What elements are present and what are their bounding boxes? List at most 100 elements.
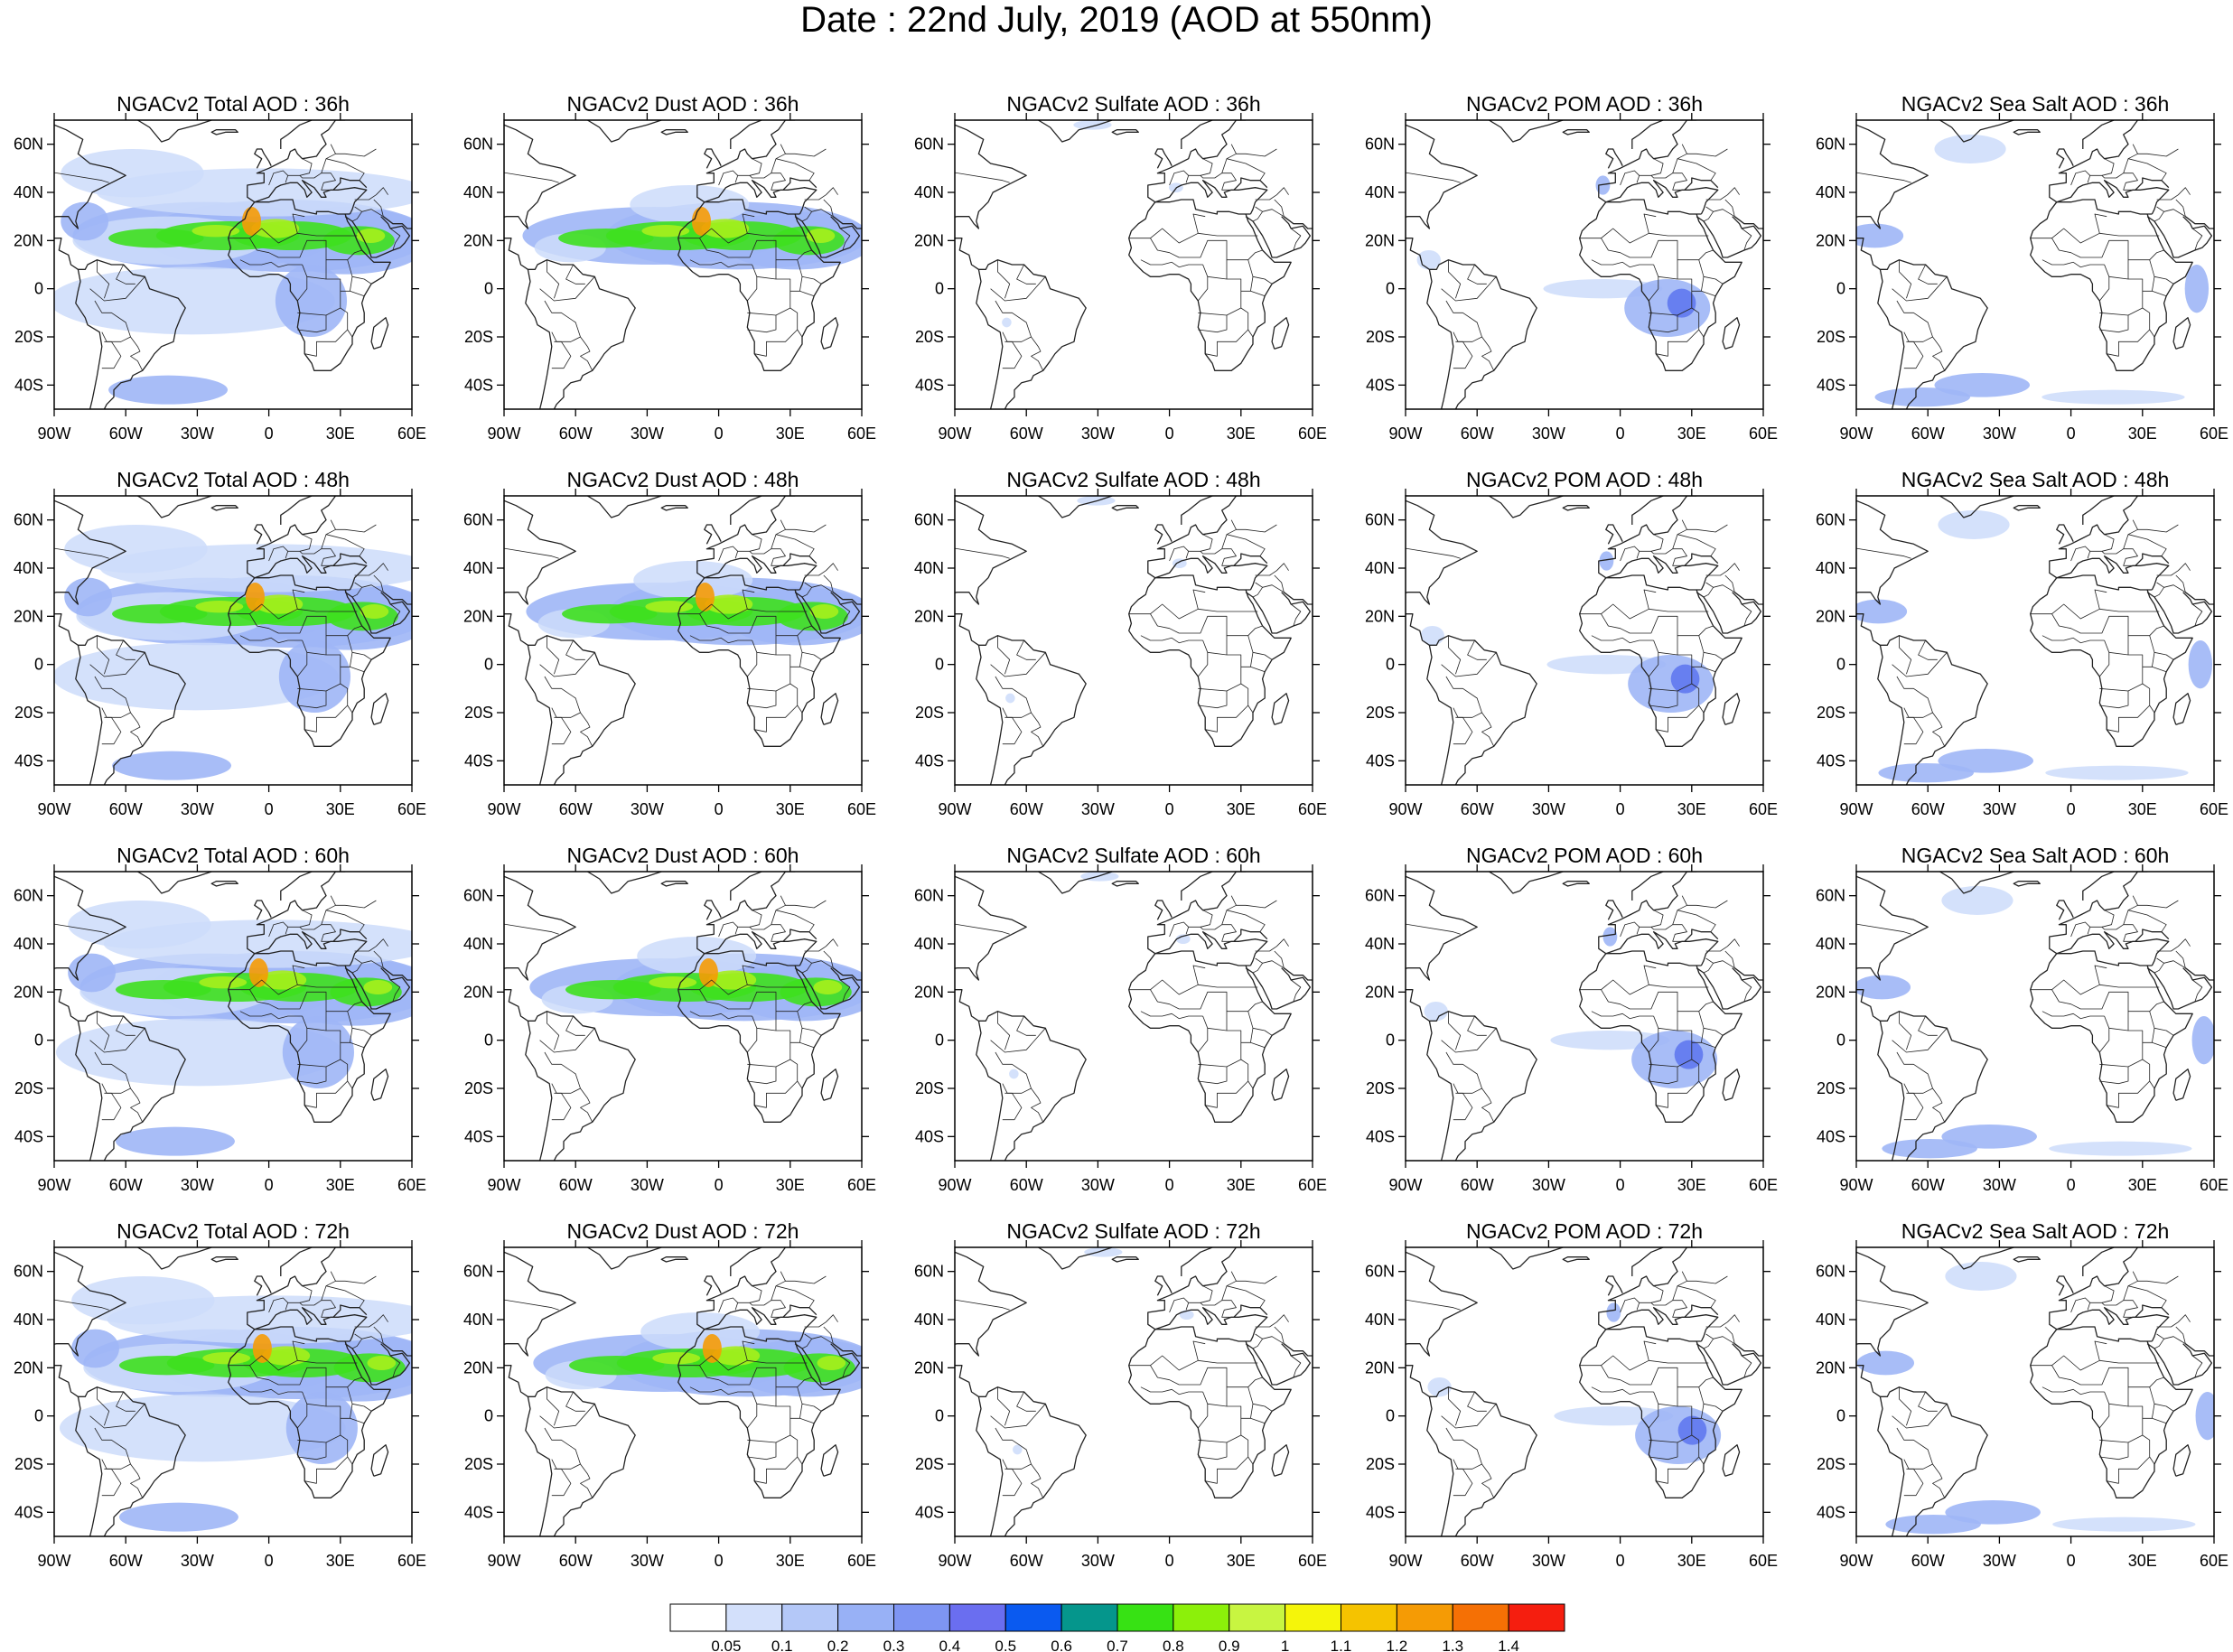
coastline xyxy=(1722,317,1741,350)
lat-tick-label: 40S xyxy=(464,751,493,770)
lon-tick-label: 0 xyxy=(2067,1176,2076,1194)
lon-tick-label: 0 xyxy=(715,800,724,818)
country-border xyxy=(955,923,1010,935)
lon-tick-label: 30E xyxy=(326,425,355,443)
country-border xyxy=(354,938,388,952)
country-border xyxy=(677,238,803,277)
country-border xyxy=(1247,329,1254,338)
country-border xyxy=(1150,1355,1258,1371)
map-layers xyxy=(1406,120,1763,409)
coastline xyxy=(1406,499,1537,785)
lon-tick-label: 0 xyxy=(1165,1176,1174,1194)
country-border xyxy=(347,705,353,714)
map-frame xyxy=(1405,495,1764,786)
country-border xyxy=(742,965,755,985)
coastline xyxy=(1877,645,1905,785)
coastline xyxy=(1856,1251,1988,1536)
coastline xyxy=(1271,1069,1290,1101)
country-border xyxy=(1792,1339,1840,1353)
coastline xyxy=(1605,950,1702,966)
coastline xyxy=(1111,1256,1139,1263)
panel-title: NGACv2 Dust AOD : 36h xyxy=(567,92,799,116)
country-border xyxy=(347,249,362,260)
lon-tick-label: 0 xyxy=(265,1176,274,1194)
map-frame xyxy=(1405,1246,1764,1537)
lat-tick-label: 40N xyxy=(14,935,43,953)
country-border xyxy=(1741,979,1752,1003)
coastline xyxy=(2056,1275,2074,1296)
map-panel: NGACv2 Total AOD : 36h 90W 60W 30W 0 30E 60E 60… xyxy=(0,92,426,443)
lat-tick-label: 60N xyxy=(14,511,43,529)
country-border xyxy=(1002,1468,1023,1497)
country-border xyxy=(1903,341,1924,369)
lon-tick-label: 90W xyxy=(1839,425,1873,443)
lon-tick-label: 90W xyxy=(938,800,971,818)
coastline xyxy=(54,875,186,1161)
country-border xyxy=(789,1041,815,1049)
country-border xyxy=(1677,158,1716,181)
coastline xyxy=(1605,931,1719,966)
coastline xyxy=(525,1021,553,1161)
coastline xyxy=(1696,592,1762,634)
country-border xyxy=(1226,534,1266,556)
country-border xyxy=(54,923,109,935)
country-border xyxy=(321,924,336,942)
country-border xyxy=(1197,264,1209,302)
country-border xyxy=(718,1297,739,1313)
country-border xyxy=(2098,1015,2110,1053)
country-border xyxy=(1903,1092,1924,1121)
map-layers xyxy=(504,872,862,1161)
country-border xyxy=(2089,158,2115,176)
country-border xyxy=(297,1442,327,1461)
aerosol-field xyxy=(1938,749,2034,773)
coastline xyxy=(1631,872,1664,901)
coastline xyxy=(1406,875,1537,1161)
country-border xyxy=(1247,1377,1263,1387)
country-border xyxy=(0,211,37,226)
coastline xyxy=(228,577,391,747)
lon-tick-label: 60W xyxy=(1911,800,1945,818)
coastline xyxy=(1562,129,1590,135)
country-border xyxy=(1240,290,1266,297)
country-border xyxy=(1649,315,1678,333)
coastline xyxy=(382,967,412,981)
lon-tick-label: 60E xyxy=(2200,800,2228,818)
coastline xyxy=(1631,120,1664,149)
country-border xyxy=(1899,1386,1912,1426)
country-border xyxy=(1932,1463,1946,1498)
country-border xyxy=(335,524,377,533)
coastline xyxy=(2184,967,2214,981)
coastline xyxy=(1154,931,1268,966)
aerosol-field xyxy=(1420,626,1444,646)
lat-tick-label: 20S xyxy=(14,1079,43,1097)
country-border xyxy=(354,1333,384,1345)
country-border xyxy=(239,1011,303,1020)
lat-tick-label: 40S xyxy=(1817,376,1845,394)
lat-tick-label: 40N xyxy=(14,183,43,201)
country-border xyxy=(1250,651,1273,667)
country-border xyxy=(1016,639,1036,660)
lat-tick-label: 0 xyxy=(484,656,493,674)
coastline xyxy=(1271,317,1290,350)
country-border xyxy=(2142,290,2167,297)
country-border xyxy=(823,199,834,217)
lon-tick-label: 0 xyxy=(265,800,274,818)
map-layers xyxy=(1856,872,2214,1161)
country-border xyxy=(2156,938,2191,952)
coastline xyxy=(504,1251,636,1536)
lat-tick-label: 0 xyxy=(935,1031,944,1050)
country-border xyxy=(1656,683,1700,733)
coastline xyxy=(1605,180,1719,215)
coastline xyxy=(525,1396,553,1536)
country-border xyxy=(1252,211,1263,222)
country-border xyxy=(1677,534,1716,556)
lon-tick-label: 60E xyxy=(1749,425,1778,443)
country-border xyxy=(350,1027,372,1043)
country-border xyxy=(1579,1365,1705,1405)
country-border xyxy=(689,635,752,644)
coastline xyxy=(1154,574,1251,591)
country-border xyxy=(1698,1001,1714,1012)
lat-tick-label: 20N xyxy=(14,607,43,625)
map-frame xyxy=(1405,119,1764,410)
coastline xyxy=(1181,120,1213,149)
